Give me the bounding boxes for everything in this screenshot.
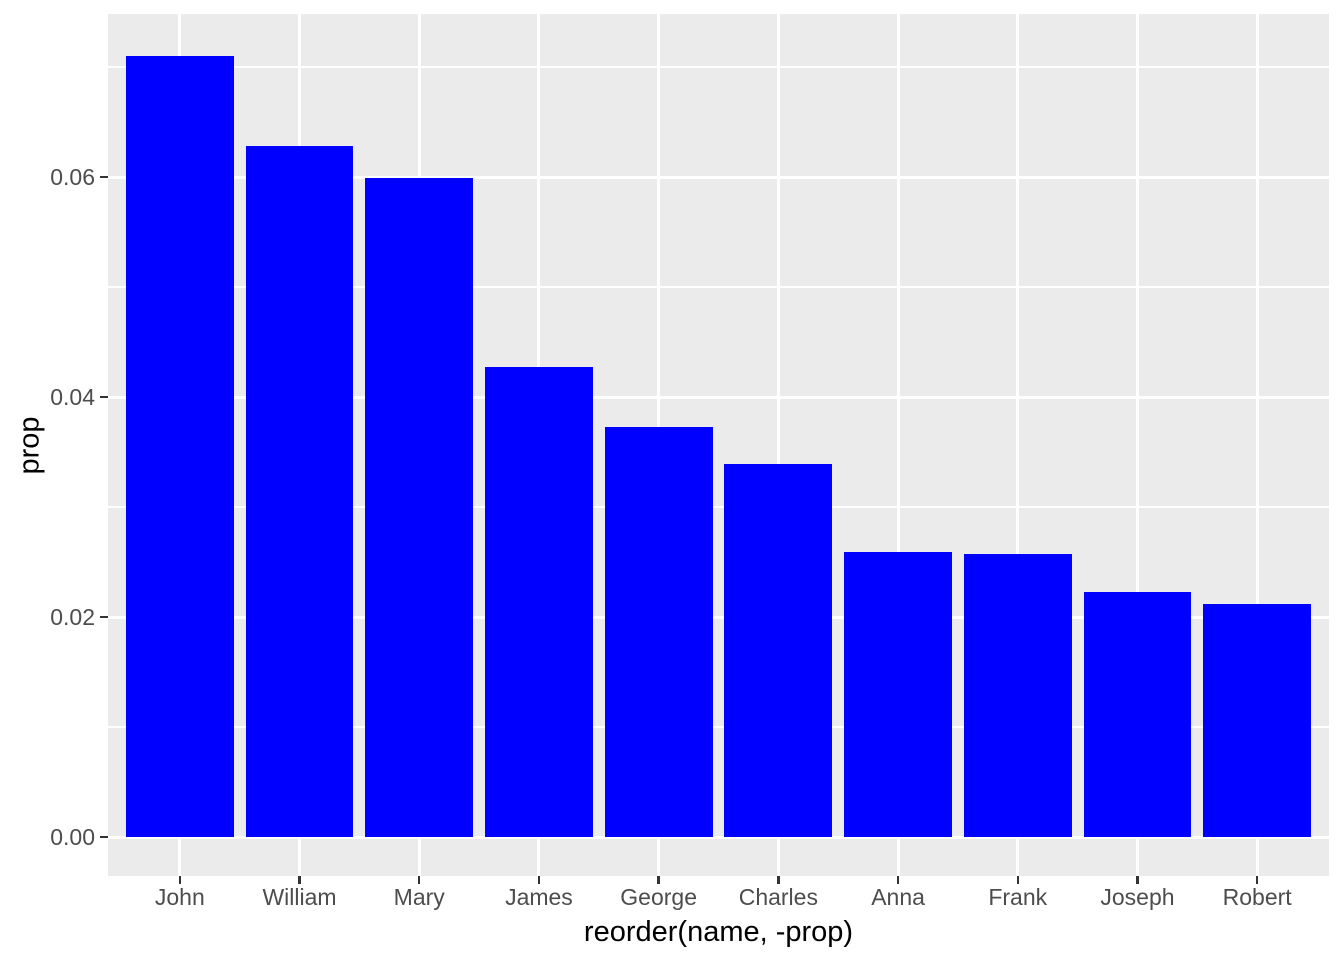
x-tick-label: Mary [393, 884, 445, 910]
x-tick-label: William [262, 884, 337, 910]
bar-robert [1203, 603, 1312, 837]
gridline-major-y [108, 395, 1329, 399]
gridline-minor-y [108, 286, 1329, 288]
gridline-major-x [1016, 14, 1020, 876]
gridline-minor-y [108, 506, 1329, 508]
x-tick-label: John [154, 884, 205, 910]
gridline-major-x [776, 14, 780, 876]
x-tick-label: Anna [871, 884, 925, 910]
y-tick-mark [100, 835, 108, 839]
x-tick-mark [1136, 876, 1139, 884]
y-axis-title: prop [13, 415, 46, 475]
bar-james [485, 367, 593, 837]
gridline-major-x [1135, 14, 1139, 876]
chart-panel [108, 14, 1329, 876]
y-tick-label: 0.02 [50, 603, 95, 630]
bar-charles [724, 464, 833, 837]
gridline-major-y [108, 615, 1329, 619]
gridline-major-y [108, 835, 1329, 839]
gridline-major-y [108, 175, 1329, 179]
bar-william [245, 146, 354, 837]
x-tick-label: James [505, 884, 573, 910]
x-tick-label: Frank [988, 884, 1048, 910]
x-tick-mark [1255, 876, 1259, 884]
y-tick-label: 0.04 [50, 383, 95, 410]
gridline-major-x [1255, 14, 1259, 876]
y-tick-label: 0.00 [50, 823, 95, 850]
x-tick-label: Charles [738, 884, 818, 910]
x-tick-mark [896, 876, 900, 884]
bar-frank [963, 554, 1072, 837]
bar-anna [844, 552, 952, 837]
bar-mary [365, 178, 474, 837]
x-tick-mark [178, 876, 182, 884]
gridline-minor-y [108, 66, 1329, 68]
x-tick-mark [417, 876, 421, 884]
x-tick-label: George [620, 884, 697, 910]
x-tick-mark [657, 876, 660, 884]
gridline-major-x [896, 14, 900, 876]
x-tick-mark [537, 876, 541, 884]
x-tick-mark [1016, 876, 1019, 884]
x-tick-mark [777, 876, 780, 884]
y-tick-mark [100, 175, 108, 179]
x-tick-label: Joseph [1100, 884, 1175, 910]
bar-george [604, 426, 713, 837]
x-tick-mark [298, 876, 301, 884]
y-tick-mark [100, 395, 108, 399]
x-tick-label: Robert [1222, 884, 1292, 910]
bar-john [125, 56, 234, 837]
y-tick-mark [100, 615, 108, 619]
y-tick-label: 0.06 [50, 163, 95, 190]
x-axis-title: reorder(name, -prop) [583, 916, 854, 948]
gridline-minor-y [108, 726, 1329, 728]
bar-joseph [1083, 591, 1192, 837]
